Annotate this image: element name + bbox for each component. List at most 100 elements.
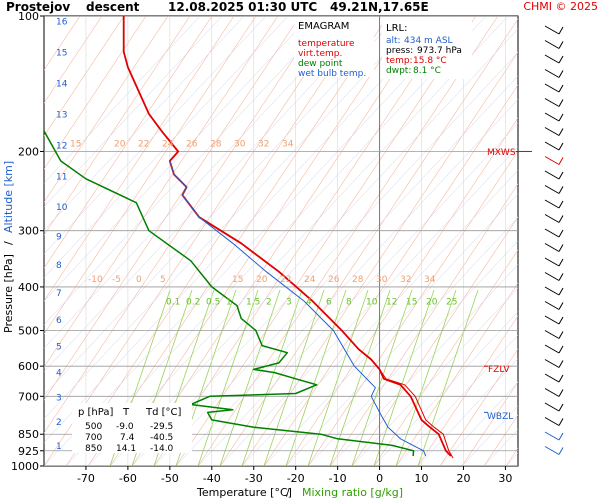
wind-barb	[544, 286, 560, 296]
adiabat-line	[65, 16, 367, 466]
y-tick-label: 200	[18, 145, 39, 158]
isotherm-label: 30	[234, 139, 246, 149]
wind-barb	[544, 301, 560, 310]
legend-item-virt-temp: virt.temp.	[298, 49, 342, 59]
plot-area	[43, 15, 519, 467]
isotherm-line	[594, 16, 600, 466]
adiabat-line	[109, 16, 411, 466]
wind-barb-flag	[558, 171, 564, 180]
isotherm-line	[44, 16, 267, 255]
mixing-ratio-line	[395, 289, 457, 466]
x-tick-label: -70	[77, 472, 95, 485]
isotherm-line	[550, 16, 600, 466]
adiabat-line	[44, 16, 257, 335]
x-tick-label: -40	[203, 472, 221, 485]
adiabat-line	[417, 315, 518, 466]
mixing-ratio-label: 6	[326, 297, 332, 307]
wind-barb-flag	[558, 374, 564, 383]
isotherm-label: 26	[186, 139, 198, 149]
altitude-tick-label: 9	[56, 232, 62, 242]
wind-barb	[544, 446, 560, 455]
lrl-press-value: 973.7 hPa	[417, 46, 462, 56]
legend-item-dew-point: dew point	[298, 59, 343, 69]
lrl-dwpt-value: 8.1 °C	[413, 66, 441, 76]
x-axis-label-mixing-ratio: Mixing ratio [g/kg]	[302, 486, 403, 499]
sounding-datetime: 12.08.2025 01:30 UTC	[168, 0, 317, 14]
adiabat-line	[44, 16, 191, 236]
mixing-ratio-line	[241, 289, 303, 466]
adiabat-line	[439, 348, 518, 466]
adiabat-line	[505, 447, 518, 466]
mixing-ratio-label: 20	[426, 297, 438, 307]
wind-barb-flag	[558, 70, 564, 78]
altitude-tick-label: 12	[56, 142, 67, 152]
isotherm-label: 5	[160, 275, 166, 285]
y-tick-label: 700	[18, 390, 39, 403]
table-cell: -14.0	[150, 444, 174, 454]
x-tick-label: 20	[456, 472, 470, 485]
mixing-ratio-label: 3	[286, 297, 292, 307]
wind-barb-flag	[558, 200, 564, 209]
wind-barb	[544, 330, 560, 339]
wind-barb	[544, 228, 560, 238]
wind-barb-flag	[558, 244, 564, 252]
isotherm-line	[131, 52, 518, 466]
wind-barb-flag	[558, 287, 564, 296]
isotherm-label: 0	[136, 275, 142, 285]
isotherm-line	[109, 28, 518, 466]
wind-barb	[544, 388, 560, 397]
table-header-td: Td [°C]	[145, 407, 182, 418]
isotherm-line	[528, 16, 600, 466]
altitude-tick-label: 7	[56, 289, 62, 299]
isotherm-label: 22	[280, 275, 291, 285]
isotherm-label: 28	[210, 139, 222, 149]
adiabat-line	[153, 16, 455, 466]
series-dew-point	[44, 130, 415, 457]
isotherm-label: 30	[376, 275, 388, 285]
wind-barb	[544, 344, 560, 354]
mixing-ratio-line	[351, 289, 413, 466]
isotherm-label: 28	[352, 275, 364, 285]
altitude-tick-label: 2	[56, 418, 62, 428]
mixing-ratio-label: 12	[386, 297, 397, 307]
wind-barb	[544, 156, 560, 165]
adiabat-line	[351, 216, 518, 466]
altitude-tick-label: 16	[56, 18, 68, 28]
legend-title: EMAGRAM	[298, 21, 349, 32]
wind-barb-flag	[558, 403, 564, 412]
isotherm-line	[44, 16, 201, 184]
wind-barb-flag	[558, 157, 564, 165]
y-tick-label: 600	[18, 360, 39, 373]
x-tick-label: 30	[498, 472, 512, 485]
isotherm-line	[572, 16, 600, 466]
isotherm-line	[44, 16, 333, 325]
isotherm-line	[44, 16, 377, 373]
adiabat-line	[528, 16, 600, 466]
adiabat-line	[44, 16, 147, 170]
wind-barb-flag	[558, 258, 564, 267]
wind-barb-flag	[558, 432, 564, 441]
wind-barb	[544, 112, 560, 122]
y-tick-label: 100	[18, 10, 39, 23]
wind-barb	[544, 243, 560, 252]
wind-barb	[544, 257, 560, 267]
y-tick-label: 500	[18, 325, 39, 338]
y-tick-label: 925	[18, 445, 39, 458]
mixing-ratio-label: 1	[226, 297, 232, 307]
wind-barb	[544, 25, 560, 35]
isotherm-line	[44, 16, 443, 443]
altitude-tick-label: 6	[56, 316, 62, 326]
lrl-temp-label: temp:	[386, 56, 413, 66]
table-header-t: T	[122, 407, 130, 418]
table-cell: 7.4	[120, 433, 135, 443]
lrl-alt-label: alt:	[386, 36, 401, 46]
mixing-ratio-label: 2	[266, 297, 272, 307]
wbzl-label: WBZL	[487, 412, 513, 422]
wind-barb	[544, 214, 560, 223]
mixing-ratio-line	[373, 289, 435, 466]
table-cell: 850	[85, 444, 102, 454]
wind-barb-flag	[558, 418, 564, 426]
isotherm-line	[219, 146, 518, 466]
isotherm-line	[153, 75, 518, 466]
isotherm-label: 15	[70, 139, 81, 149]
